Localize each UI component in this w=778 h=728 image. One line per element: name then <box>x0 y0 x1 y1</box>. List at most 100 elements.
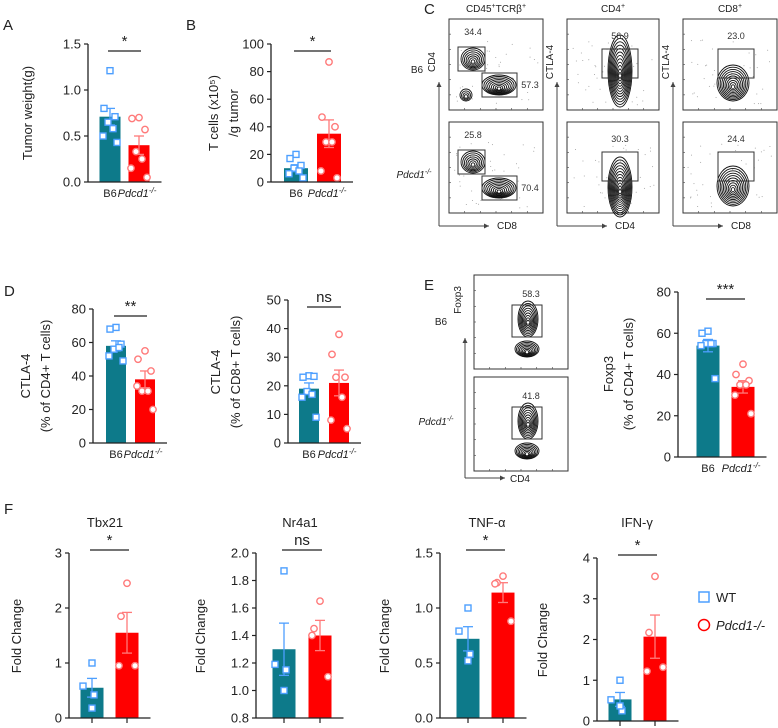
contour-line <box>492 186 506 195</box>
event-dot <box>616 173 618 175</box>
event-dot <box>736 183 738 185</box>
gate-percentage: 57.3 <box>521 80 539 90</box>
event-dot <box>710 202 712 204</box>
y-tick-label: 0.0 <box>63 175 81 190</box>
x-category-label: Pdcd1-/- <box>722 461 761 475</box>
contour-line <box>494 188 504 194</box>
contour-line <box>459 88 473 102</box>
event-dot <box>458 174 460 176</box>
event-dot <box>704 65 706 67</box>
event-dot <box>687 166 689 168</box>
legend-label-ko: Pdcd1-/- <box>716 618 766 633</box>
contour-line <box>607 156 633 218</box>
event-dot <box>649 147 651 149</box>
contour-line <box>461 90 471 101</box>
contour-line <box>615 61 625 87</box>
data-point-circle <box>343 424 351 433</box>
event-dot <box>512 77 514 79</box>
event-dot <box>533 147 535 149</box>
y-tick-label: 60 <box>72 335 86 350</box>
arrow-up-icon <box>436 82 442 87</box>
contour-line <box>519 407 537 437</box>
data-point-square <box>111 112 119 121</box>
title-superscript: + <box>738 3 742 10</box>
event-dot <box>713 85 715 87</box>
event-dot <box>519 207 521 209</box>
event-dot <box>712 74 714 76</box>
panel-label-f: F <box>4 501 13 518</box>
event-dot <box>625 144 627 146</box>
event-dot <box>599 88 601 90</box>
contour-line <box>719 170 747 204</box>
x-category-label: B6 <box>289 188 302 200</box>
gate <box>457 149 486 175</box>
event-dot <box>711 48 713 50</box>
contour-line <box>492 83 506 92</box>
contour-line <box>487 182 511 197</box>
data-point-circle <box>333 173 341 182</box>
row-label-name: Pdcd1 <box>419 417 447 428</box>
significance-label: * <box>107 532 113 549</box>
event-dot <box>605 101 607 103</box>
gate-percentage: 34.4 <box>464 27 482 37</box>
gate-percentage: 23.0 <box>727 31 745 41</box>
contour-line <box>613 173 627 205</box>
data-point-circle <box>308 631 316 640</box>
contour-line <box>611 168 629 210</box>
event-dot <box>601 192 603 194</box>
event-dot <box>743 65 745 67</box>
category-superscript: -/- <box>155 447 163 456</box>
row-label-name: Pdcd1 <box>397 170 425 181</box>
row-label-ko: Pdcd1-/- <box>397 169 433 181</box>
y-tick-label: 0.5 <box>63 129 81 144</box>
y-tick-label: 1.8 <box>231 573 249 588</box>
data-point-square <box>113 138 121 147</box>
contour-line <box>523 312 533 330</box>
flow-column-title: CD4+ <box>601 3 625 15</box>
contour-line <box>516 341 538 357</box>
category-name: Pdcd1 <box>124 449 155 461</box>
contour-line <box>465 53 481 67</box>
gate-percentage: 58.3 <box>522 289 540 299</box>
data-point-square <box>119 357 127 365</box>
data-point-square <box>100 104 108 113</box>
y-axis-label: Fold Change <box>9 599 24 673</box>
event-dot <box>490 166 492 168</box>
event-dot <box>454 169 456 171</box>
event-dot <box>475 202 477 204</box>
plot-frame <box>566 18 660 111</box>
data-point-circle <box>324 672 332 681</box>
flow-x-label: CD4 <box>510 474 530 485</box>
event-dot <box>529 56 531 58</box>
contour-line <box>524 314 532 328</box>
y-tick-label: 20 <box>657 408 671 423</box>
event-dot <box>714 83 716 85</box>
contour-line <box>520 307 536 333</box>
y-tick-label: 20 <box>267 378 281 393</box>
event-dot <box>487 41 489 43</box>
event-dot <box>456 100 458 102</box>
event-dot <box>487 142 489 144</box>
contour-line <box>722 73 744 96</box>
event-dot <box>519 197 521 199</box>
event-dot <box>630 202 632 204</box>
arrow-up-icon <box>670 82 676 87</box>
bar-ko <box>115 632 139 718</box>
y-tick-label: 80 <box>72 302 86 317</box>
arrow-right-icon <box>602 223 607 229</box>
data-point-circle <box>144 387 152 395</box>
data-point-circle <box>143 173 151 182</box>
data-point-square <box>616 702 624 710</box>
gate <box>457 46 486 72</box>
contour-line <box>521 412 535 434</box>
flow-y-label: CD4 <box>427 52 438 72</box>
event-dot <box>518 167 520 169</box>
event-dot <box>526 206 528 208</box>
y-axis-label: /g tumor <box>226 88 241 136</box>
category-superscript: -/- <box>339 186 347 195</box>
contour-line <box>494 85 504 91</box>
data-point-circle <box>499 572 507 580</box>
x-category-label: Pdcd1-/- <box>318 447 357 461</box>
event-dot <box>769 61 771 63</box>
event-dot <box>529 47 531 49</box>
